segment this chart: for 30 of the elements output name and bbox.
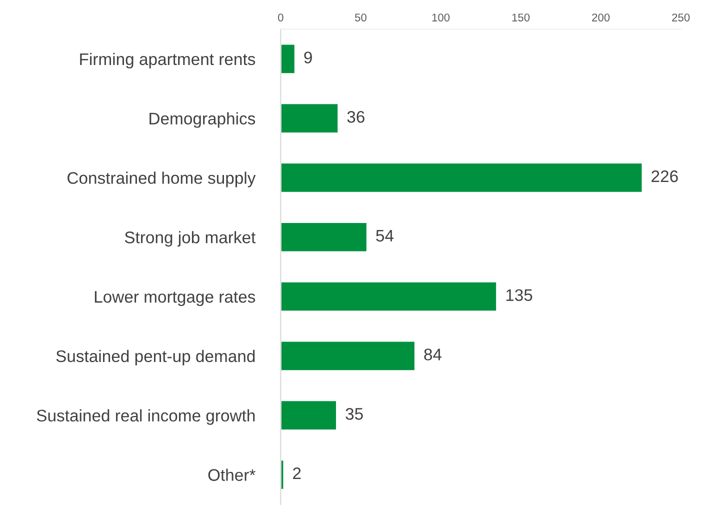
bar bbox=[280, 400, 338, 431]
bar bbox=[280, 162, 644, 194]
y-tick-label: Constrained home supply bbox=[68, 172, 256, 188]
x-tick-label: 0 bbox=[278, 14, 284, 22]
y-tick-label: Firming apartment rents bbox=[80, 52, 256, 68]
bar bbox=[280, 102, 339, 134]
y-tick-label: Demographics bbox=[150, 112, 256, 128]
data-label: 84 bbox=[424, 348, 442, 360]
x-tick-label: 150 bbox=[512, 14, 530, 22]
bar bbox=[280, 280, 498, 312]
data-label: 9 bbox=[304, 52, 312, 64]
data-label: 36 bbox=[347, 110, 364, 123]
y-tick-label: Lower mortgage rates bbox=[94, 291, 256, 306]
bar bbox=[280, 222, 368, 253]
data-label: 2 bbox=[293, 467, 301, 480]
bar bbox=[280, 340, 416, 372]
data-label: 135 bbox=[506, 289, 532, 302]
data-label: 35 bbox=[346, 408, 363, 420]
x-tick-label: 250 bbox=[672, 14, 690, 22]
y-tick-label: Strong job market bbox=[124, 231, 256, 247]
bar bbox=[280, 43, 296, 74]
y-tick-label: Other* bbox=[208, 468, 256, 481]
x-tick-label: 50 bbox=[354, 14, 366, 22]
x-tick-label: 200 bbox=[592, 14, 610, 22]
x-tick-label: 100 bbox=[432, 14, 450, 22]
y-tick-label: Sustained pent-up demand bbox=[56, 350, 255, 366]
bar bbox=[280, 459, 285, 490]
y-tick-label: Sustained real income growth bbox=[36, 409, 255, 425]
data-label: 226 bbox=[652, 170, 678, 182]
data-label: 54 bbox=[376, 230, 394, 242]
